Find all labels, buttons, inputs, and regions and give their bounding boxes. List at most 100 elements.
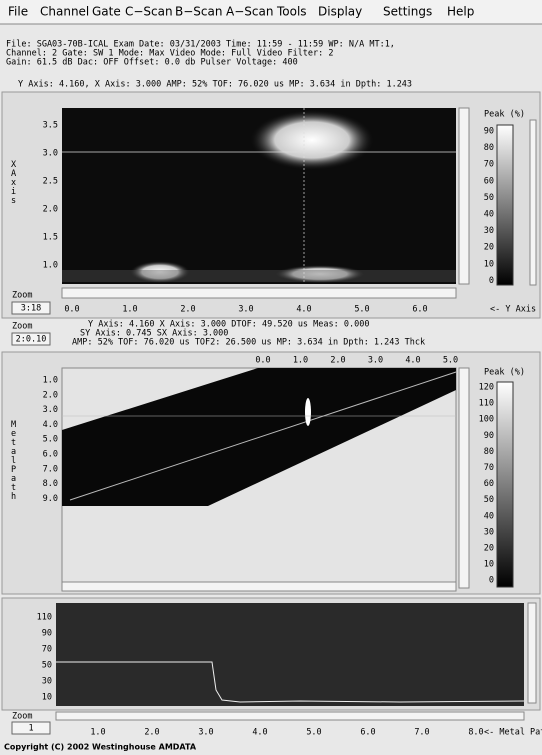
y-tick-label: 6.0 — [43, 450, 58, 460]
scale-tick-label: 80 — [484, 143, 494, 153]
y-tick-label: 8.0 — [43, 479, 58, 489]
menu-item[interactable]: Channel — [40, 5, 89, 19]
menu-item[interactable]: Tools — [276, 5, 307, 19]
y-tick-label: 2.0 — [43, 390, 58, 400]
x-tick-label: 8.0 — [468, 728, 483, 738]
y-tick-label: 7.0 — [43, 464, 58, 474]
x-tick-label: 4.0 — [405, 356, 420, 366]
y-tick-label: 9.0 — [43, 494, 58, 504]
bscan-trace — [69, 371, 457, 501]
scale-tick-label: 0 — [489, 576, 494, 586]
x-tick-label: 5.0 — [306, 728, 321, 738]
scale-tick-label: 50 — [484, 495, 494, 505]
y-tick-label: 30 — [42, 677, 52, 687]
scrollbar[interactable] — [61, 581, 457, 592]
scale-tick-label: 50 — [484, 193, 494, 203]
info-line: File: SGA03-70B-ICAL Exam Date: 03/31/20… — [6, 40, 395, 50]
menu-item[interactable]: Gate — [92, 5, 121, 19]
scale-tick-label: 60 — [484, 176, 494, 186]
x-tick-label: 4.0 — [296, 305, 311, 315]
ascan-plot — [56, 603, 524, 706]
x-tick-label: 0.0 — [64, 305, 79, 315]
y-tick-label: 4.0 — [43, 420, 58, 430]
y-tick-label: 2.0 — [43, 205, 58, 215]
y-tick-label: 1.5 — [43, 233, 58, 243]
status-line: Y Axis: 4.160 X Axis: 3.000 DTOF: 49.520… — [88, 320, 369, 330]
scale-title: Peak (%) — [484, 110, 525, 120]
zoom-value[interactable]: 2:0.10 — [16, 335, 47, 345]
scale-slider[interactable] — [529, 119, 537, 286]
y-tick-label: 110 — [37, 613, 52, 623]
scale-tick-label: 40 — [484, 511, 494, 521]
menu-item[interactable]: Display — [318, 5, 362, 19]
scale-tick-label: 90 — [484, 127, 494, 137]
menu-item[interactable]: C−Scan — [125, 5, 173, 19]
menu-item[interactable]: B−Scan — [175, 5, 222, 19]
menu-item[interactable]: Help — [447, 5, 474, 19]
axis-label: XAxis — [9, 160, 19, 205]
x-tick-label: 4.0 — [252, 728, 267, 738]
scale-tick-label: 90 — [484, 431, 494, 441]
menu-bar — [0, 0, 542, 24]
scale-tick-label: 60 — [484, 479, 494, 489]
y-tick-label: 5.0 — [43, 435, 58, 445]
scale-tick-label: 20 — [484, 243, 494, 253]
y-tick-label: 90 — [42, 629, 52, 639]
y-tick-label: 1.0 — [43, 261, 58, 271]
x-tick-label: 6.0 — [412, 305, 427, 315]
x-tick-label: 1.0 — [293, 356, 308, 366]
axis-note: <- Y Axis — [490, 305, 536, 315]
scale-tick-label: 70 — [484, 160, 494, 170]
zoom-label: Zoom — [12, 712, 32, 722]
zoom-label: Zoom — [12, 291, 32, 301]
x-tick-label: 2.0 — [144, 728, 159, 738]
zoom-value[interactable]: 3:18 — [21, 304, 41, 314]
cscan-indication — [275, 265, 365, 283]
zoom-box[interactable] — [11, 721, 51, 735]
zoom-value[interactable]: 1 — [28, 724, 33, 734]
x-tick-label: 1.0 — [90, 728, 105, 738]
y-tick-label: 70 — [42, 645, 52, 655]
y-tick-label: 3.5 — [43, 121, 58, 131]
scale-tick-label: 0 — [489, 276, 494, 286]
info-line: Gain: 61.5 dB Dac: OFF Offset: 0.0 db Pu… — [6, 58, 298, 68]
ascan-trace — [56, 661, 525, 703]
scrollbar[interactable] — [458, 367, 470, 589]
status-line: Y Axis: 4.160, X Axis: 3.000 AMP: 52% TO… — [18, 80, 412, 90]
scrollbar[interactable] — [61, 287, 457, 299]
x-tick-label: 7.0 — [414, 728, 429, 738]
y-tick-label: 2.5 — [43, 177, 58, 187]
scrollbar[interactable] — [55, 711, 525, 721]
color-scale — [496, 381, 514, 588]
scale-tick-label: 40 — [484, 210, 494, 220]
y-tick-label: 3.0 — [43, 405, 58, 415]
scrollbar[interactable] — [458, 107, 470, 285]
menu-item[interactable]: File — [8, 5, 28, 19]
copyright: Copyright (C) 2002 Westinghouse AMDATA — [4, 743, 197, 752]
y-tick-label: 10 — [42, 693, 52, 703]
zoom-box[interactable] — [11, 301, 51, 315]
x-tick-label: 3.0 — [368, 356, 383, 366]
x-tick-label: 6.0 — [360, 728, 375, 738]
cscan-band — [62, 270, 456, 282]
zoom-label: Zoom — [12, 322, 32, 332]
scrollbar[interactable] — [527, 602, 537, 704]
scale-tick-label: 70 — [484, 463, 494, 473]
scale-tick-label: 100 — [479, 415, 494, 425]
scale-tick-label: 20 — [484, 544, 494, 554]
menu-item[interactable]: Settings — [383, 5, 432, 19]
menu-item[interactable]: A−Scan — [226, 5, 273, 19]
status-line: SY Axis: 0.745 SX Axis: 3.000 — [80, 329, 228, 339]
scale-tick-label: 30 — [484, 527, 494, 537]
zoom-box[interactable] — [11, 332, 51, 346]
info-line: Channel: 2 Gate: SW 1 Mode: Max Video Mo… — [6, 49, 334, 59]
scale-title: Peak (%) — [484, 368, 525, 378]
status-line: AMP: 52% TOF: 76.020 us TOF2: 26.500 us … — [72, 338, 425, 348]
x-tick-label: 2.0 — [330, 356, 345, 366]
x-tick-label: 2.0 — [180, 305, 195, 315]
color-scale — [496, 124, 514, 286]
x-tick-label: 0.0 — [255, 356, 270, 366]
scale-tick-label: 10 — [484, 560, 494, 570]
x-tick-label: 5.0 — [354, 305, 369, 315]
